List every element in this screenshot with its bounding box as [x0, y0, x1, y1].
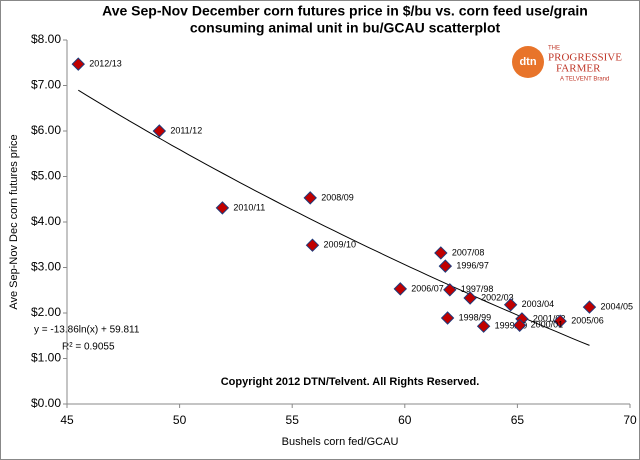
x-tick-label: 65 — [511, 413, 525, 427]
point-label: 2012/13 — [89, 58, 122, 68]
point-label: 2007/08 — [452, 247, 485, 257]
point-label: 2003/04 — [522, 299, 555, 309]
y-tick-label: $2.00 — [31, 305, 61, 319]
point-label: 2011/12 — [170, 125, 202, 135]
point — [434, 246, 448, 260]
logo-mark: dtn — [519, 56, 536, 68]
point — [503, 298, 518, 312]
point-label: 2001/02 — [533, 313, 566, 323]
y-tick-label: $6.00 — [31, 123, 61, 137]
x-axis-title: Bushels corn fed/GCAU — [282, 436, 399, 448]
point-label: 1997/98 — [461, 284, 494, 294]
point-label: 2004/05 — [600, 301, 633, 311]
logo-text: PROGRESSIVE — [548, 52, 622, 64]
chart-title: consuming animal unit in bu/GCAU scatter… — [190, 20, 501, 36]
point — [303, 191, 317, 205]
logo-text: FARMER — [556, 63, 601, 75]
point-label: 2009/10 — [323, 240, 356, 250]
point-label: 1999/00 — [495, 321, 528, 331]
point-label: 1998/99 — [459, 312, 492, 322]
point-label: 2010/11 — [233, 202, 265, 212]
point — [393, 282, 408, 296]
x-tick-label: 45 — [60, 413, 74, 427]
trendline — [78, 89, 590, 346]
point — [440, 311, 455, 325]
point — [553, 314, 567, 328]
x-tick-label: 60 — [398, 413, 412, 427]
x-tick-label: 50 — [173, 413, 187, 427]
point — [71, 57, 85, 71]
point — [476, 319, 491, 333]
trend-equation: y = -13.86ln(x) + 59.811 — [34, 325, 140, 336]
y-tick-label: $3.00 — [31, 260, 61, 274]
chart-title: Ave Sep-Nov December corn futures price … — [102, 3, 588, 19]
point-label: 2006/07 — [411, 283, 444, 293]
point-label: 2008/09 — [321, 192, 354, 202]
y-axis-title: Ave Sep-Nov Dec corn futures price — [8, 134, 20, 309]
point — [463, 291, 477, 305]
y-tick-label: $7.00 — [31, 78, 61, 92]
y-tick-label: $1.00 — [31, 351, 61, 365]
point — [582, 300, 597, 314]
point-label: 2000/01 — [531, 320, 564, 330]
x-tick-label: 70 — [623, 413, 637, 427]
x-tick-label: 55 — [286, 413, 300, 427]
point — [215, 201, 230, 215]
point-label: 2005/06 — [571, 316, 604, 326]
y-tick-label: $8.00 — [31, 32, 61, 46]
y-tick-label: $5.00 — [31, 169, 61, 183]
logo-text: A TELVENT Brand — [560, 77, 609, 83]
point — [305, 238, 320, 252]
trend-r2: R² = 0.9055 — [62, 342, 115, 353]
point — [152, 124, 167, 138]
logo-circle — [512, 46, 544, 78]
logo-text: THE — [548, 46, 560, 52]
point — [443, 283, 457, 297]
point — [438, 259, 453, 273]
logo: dtn THE PROGRESSIVE FARMER A TELVENT Bra… — [512, 46, 622, 83]
y-tick-label: $0.00 — [31, 396, 61, 410]
y-tick-label: $4.00 — [31, 214, 61, 228]
point-label: 1996/97 — [456, 261, 489, 271]
point — [512, 318, 527, 332]
annotation: Copyright 2012 DTN/Telvent. All Rights R… — [221, 376, 480, 388]
point-label: 2002/03 — [481, 292, 514, 302]
